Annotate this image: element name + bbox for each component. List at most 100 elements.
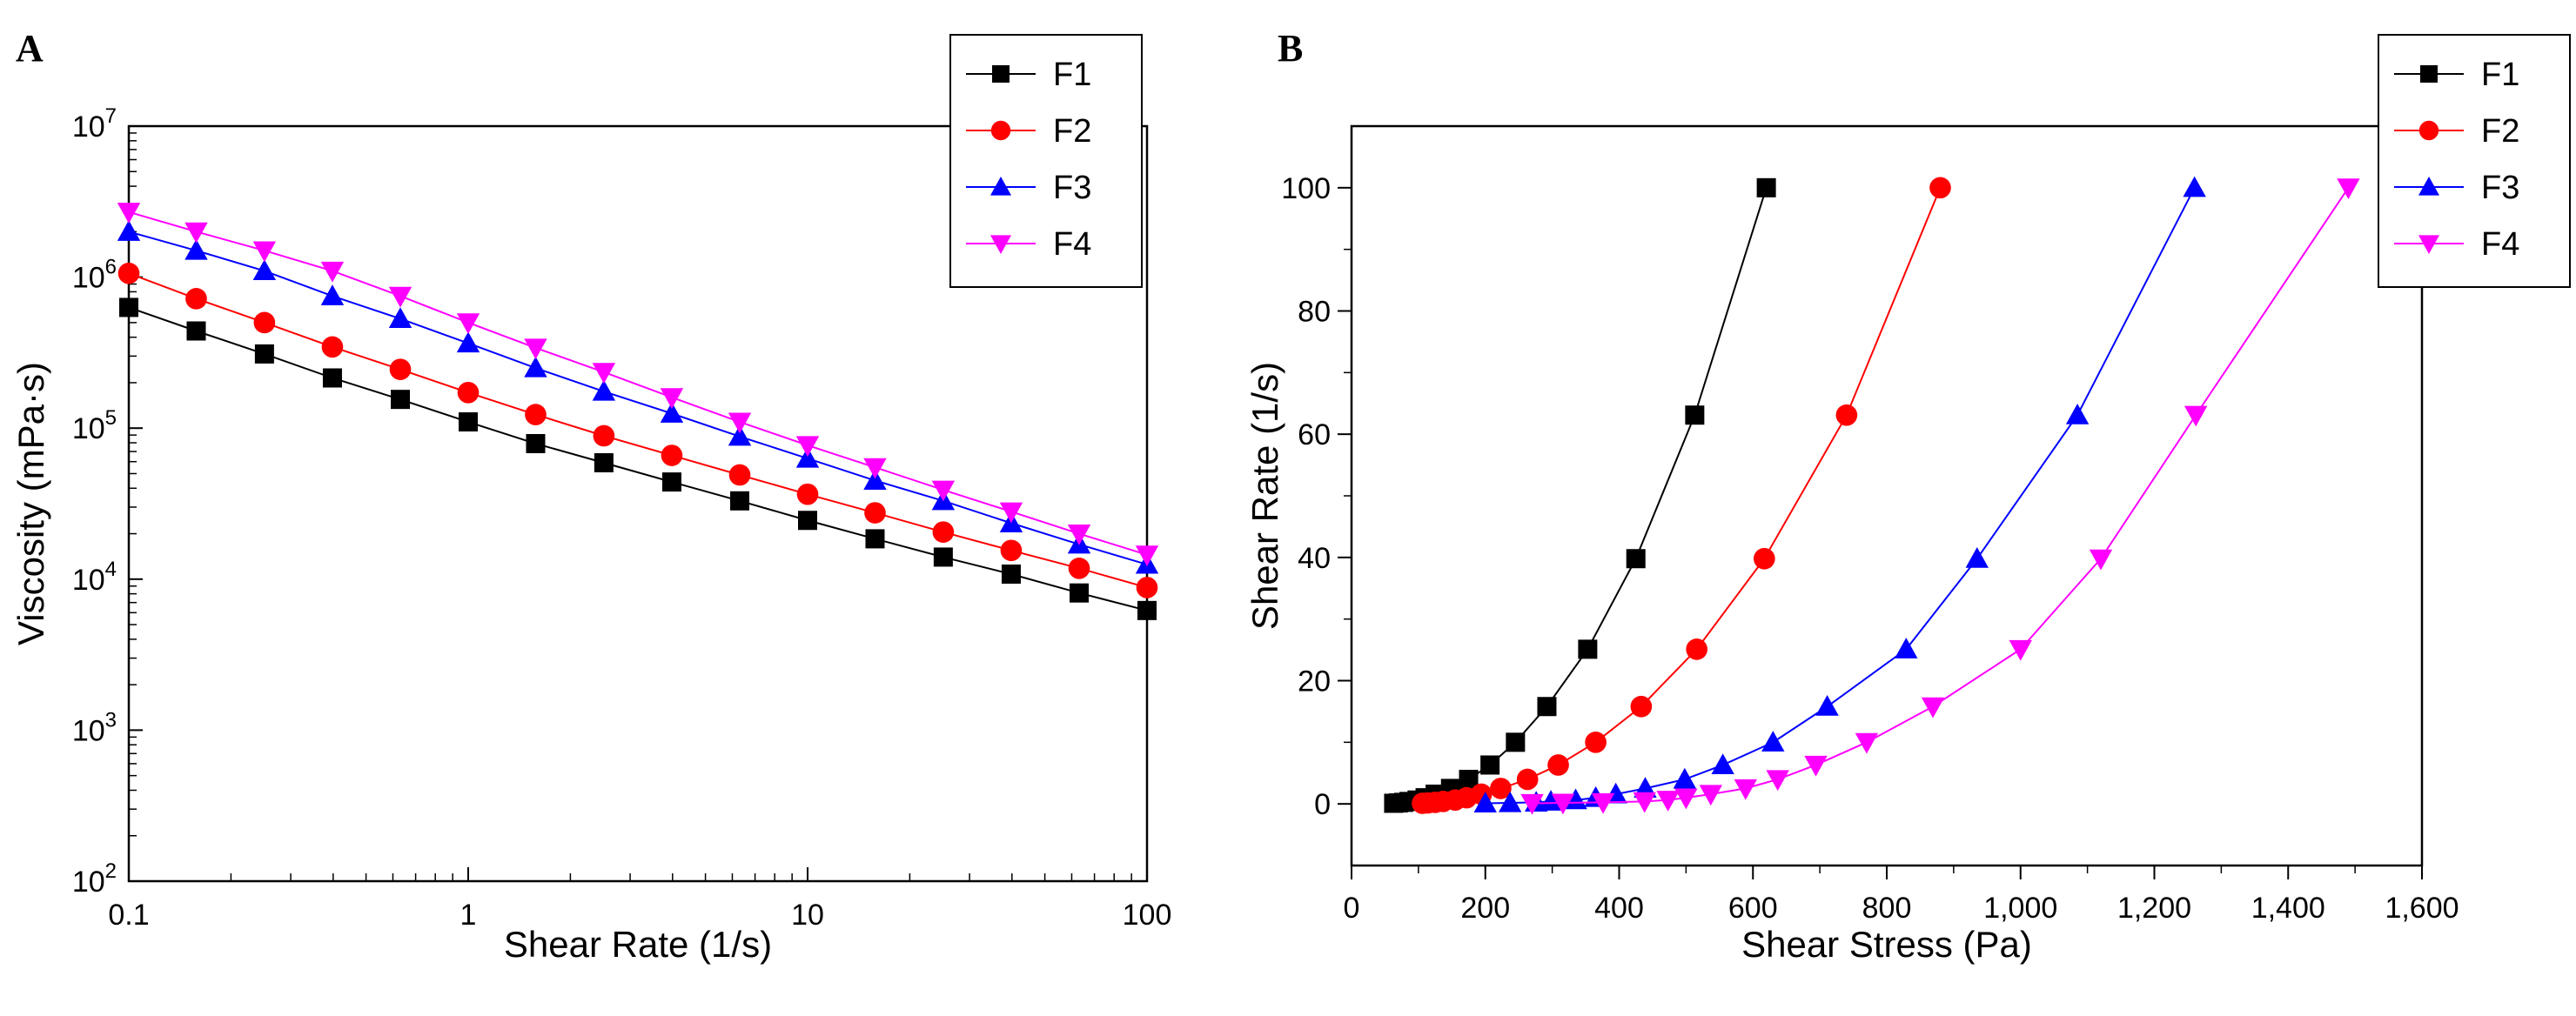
a-point-f2 [932, 521, 955, 543]
a-point-f4 [117, 203, 141, 224]
b-point-f4 [1734, 779, 1757, 800]
a-point-f3 [660, 402, 684, 423]
panel-b-ticks: 0 200 400 600 800 1,000 1,200 1,400 1,600 0 20 40 60… [1281, 172, 2459, 925]
a-series-line-f4 [128, 211, 1148, 556]
b-x-tick-label: 1,200 [2117, 892, 2191, 925]
legend-marker-f1 [992, 65, 1010, 83]
panel-a-y-axis-label: Viscosity (mPa·s) [10, 362, 51, 645]
a-point-f3 [456, 331, 480, 353]
panel-a-legend-box [949, 34, 1143, 288]
b-point-f3 [1761, 731, 1785, 752]
a-point-f1 [594, 452, 614, 472]
b-point-f2 [1835, 404, 1858, 426]
a-point-f2 [185, 288, 207, 310]
a-y-tick-exponent: 6 [105, 256, 117, 279]
a-point-f4 [252, 241, 277, 263]
b-x-tick-label: 1,600 [2385, 892, 2459, 925]
b-point-f4 [2089, 549, 2113, 571]
b-point-f2 [1490, 778, 1512, 799]
a-series-line-f1 [128, 306, 1148, 612]
a-point-f1 [730, 491, 750, 511]
legend-label-f2: F2 [1053, 113, 1091, 150]
a-point-f1 [865, 529, 885, 549]
b-point-f3 [1498, 791, 1522, 812]
a-series-line-f2 [128, 272, 1148, 589]
b-y-tick-label: 20 [1298, 665, 1331, 698]
legend-label-f3: F3 [1053, 170, 1091, 206]
b-point-f1 [1537, 697, 1557, 717]
a-y-tick-base: 10 [72, 564, 105, 597]
b-point-f4 [1921, 697, 1945, 719]
panel-b-legend-box [2378, 34, 2571, 288]
a-point-f2 [117, 262, 140, 284]
a-point-f1 [459, 412, 478, 432]
legend-marker-f2 [990, 120, 1011, 141]
b-point-f4 [2184, 405, 2208, 427]
a-point-f4 [795, 436, 820, 458]
a-y-tick-label: 106 [72, 256, 117, 295]
a-point-f1 [661, 472, 681, 492]
a-point-f2 [661, 444, 683, 466]
b-series-line-f3 [1485, 187, 2196, 805]
panel-b-y-axis-label: Shear Rate (1/s) [1244, 362, 1285, 630]
a-y-tick-base: 10 [72, 110, 105, 144]
a-point-f2 [1136, 577, 1158, 598]
legend-label-f4: F4 [2481, 226, 2519, 263]
a-y-tick-base: 10 [72, 714, 105, 747]
b-point-f2 [1686, 638, 1707, 660]
a-point-f4 [592, 363, 616, 384]
a-y-tick-exponent: 2 [105, 859, 117, 883]
panel-b-letter: B [1278, 27, 1303, 70]
b-point-f4 [1804, 755, 1828, 777]
a-y-tick-exponent: 7 [105, 104, 117, 128]
b-point-f4 [1656, 791, 1680, 812]
b-point-f2 [1630, 695, 1653, 718]
b-x-tick-label: 0 [1344, 892, 1360, 925]
legend-label-f1: F1 [1053, 57, 1091, 93]
b-point-f3 [1673, 767, 1697, 789]
b-point-f3 [1711, 753, 1734, 775]
a-point-f1 [1137, 600, 1157, 620]
b-point-f4 [1520, 793, 1544, 815]
a-point-f2 [321, 336, 344, 358]
legend-marker-f3 [2418, 177, 2439, 196]
b-point-f4 [1855, 732, 1879, 754]
panel-a-x-axis-label: Shear Rate (1/s) [504, 924, 772, 965]
a-point-f4 [524, 338, 547, 360]
a-y-tick-label: 107 [72, 104, 117, 144]
a-point-f2 [389, 358, 412, 380]
a-y-tick-label: 102 [72, 859, 117, 899]
b-point-f1 [1480, 755, 1500, 775]
a-point-f3 [320, 284, 345, 305]
panel-a-legend: F1 F2 F3 F4 [949, 34, 1143, 288]
a-point-f1 [391, 390, 411, 410]
legend-marker-f4 [990, 235, 1011, 254]
panel-b-x-axis-label: Shear Stress (Pa) [1741, 924, 2032, 965]
legend-label-f4: F4 [1053, 226, 1091, 263]
a-point-f2 [525, 404, 547, 425]
b-point-f1 [1756, 177, 1776, 197]
legend-marker-f4 [2418, 235, 2439, 254]
a-point-f3 [524, 356, 547, 378]
legend-marker-f1 [2420, 65, 2438, 83]
a-point-f3 [795, 446, 820, 468]
b-point-f4 [1633, 792, 1656, 813]
b-y-tick-label: 40 [1298, 542, 1331, 575]
a-x-tick-label: 0.1 [108, 899, 149, 932]
b-x-tick-label: 200 [1460, 892, 1510, 925]
b-point-f2 [1929, 177, 1951, 199]
a-point-f4 [999, 502, 1023, 524]
b-point-f1 [1685, 405, 1705, 425]
legend-label-f2: F2 [2481, 113, 2519, 150]
b-point-f4 [1699, 785, 1723, 806]
b-point-f1 [1626, 549, 1646, 569]
a-point-f4 [660, 388, 684, 409]
b-point-f2 [1547, 754, 1569, 776]
b-point-f3 [1895, 638, 1918, 658]
a-y-tick-base: 10 [72, 412, 105, 445]
a-y-tick-exponent: 3 [105, 708, 117, 732]
a-point-f3 [184, 238, 208, 260]
a-point-f4 [863, 458, 887, 479]
b-point-f4 [1674, 788, 1698, 810]
